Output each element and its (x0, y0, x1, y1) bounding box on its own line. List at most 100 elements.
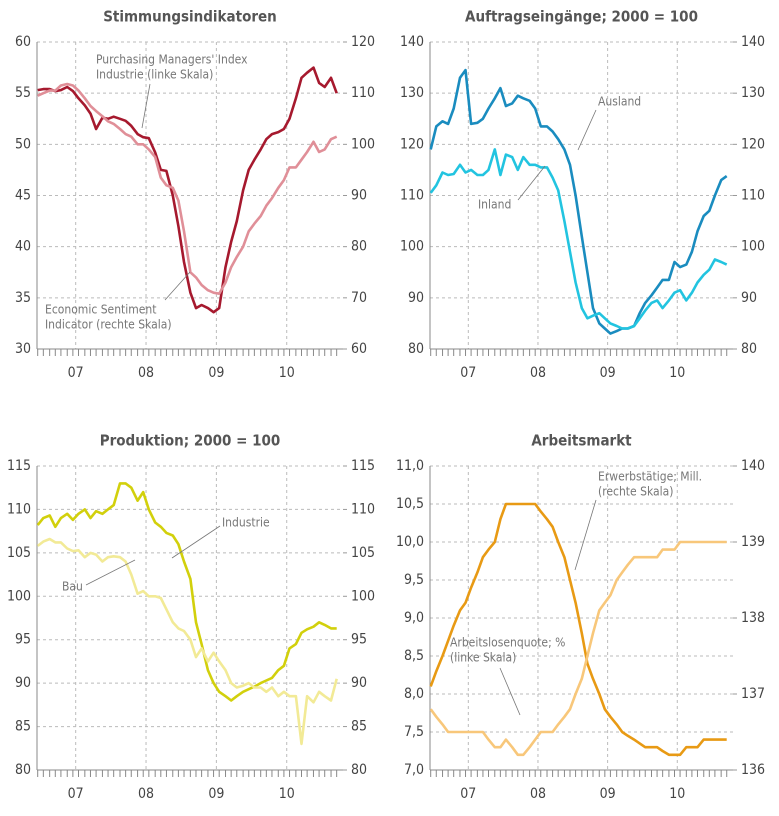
panel: Produktion; 2000 = 100 80 85 90 95 100 105 110 1… (7, 432, 375, 803)
annotation: (rechte Skala) (598, 485, 673, 499)
chart-title: Arbeitsmarkt (531, 432, 632, 450)
y-tick-label: 45 (15, 188, 31, 204)
annotation: Economic Sentiment (45, 303, 157, 317)
y2-tick-label: 80 (351, 762, 367, 778)
y-tick-label: 85 (15, 719, 31, 735)
data-line (429, 540, 727, 757)
annotation: Industrie (222, 516, 270, 530)
annotation-leader (499, 667, 521, 716)
x-tick-label: 07 (68, 365, 84, 381)
chart-title: Stimmungsindikatoren (103, 8, 277, 26)
y2-tick-label: 140 (741, 458, 765, 474)
y2-tick-label: 120 (351, 34, 375, 50)
annotation: Bau (62, 580, 83, 594)
data-line (37, 82, 338, 295)
y2-tick-label: 110 (741, 188, 765, 204)
y2-tick-label: 85 (351, 719, 367, 735)
x-tick-label: 10 (279, 786, 295, 802)
annotation-leader (574, 499, 597, 571)
data-line (37, 66, 338, 314)
y-tick-label: 9,0 (404, 610, 424, 626)
y2-tick-label: 120 (741, 136, 765, 152)
chart-title: Auftragseingänge; 2000 = 100 (465, 8, 698, 26)
y-tick-label: 10,5 (396, 496, 424, 512)
y-tick-label: 40 (15, 239, 31, 255)
y-tick-label: 30 (15, 341, 31, 357)
annotation: (linke Skala) (450, 651, 516, 665)
y2-tick-label: 70 (351, 290, 367, 306)
x-tick-label: 08 (138, 786, 154, 802)
y2-tick-label: 139 (741, 534, 765, 550)
x-tick-label: 09 (600, 786, 616, 802)
y-tick-label: 110 (7, 501, 31, 517)
annotation-leader (577, 109, 597, 151)
x-tick-label: 08 (530, 786, 546, 802)
y2-tick-label: 140 (741, 34, 765, 50)
y2-tick-label: 105 (351, 545, 375, 561)
y-tick-label: 9,5 (404, 572, 424, 588)
annotation-leader (141, 83, 151, 129)
x-tick-label: 07 (460, 365, 476, 381)
annotation: Inland (478, 198, 511, 212)
y2-tick-label: 130 (741, 85, 765, 101)
y2-tick-label: 80 (741, 341, 757, 357)
y2-tick-label: 110 (351, 85, 375, 101)
y2-tick-label: 110 (351, 501, 375, 517)
y-tick-label: 50 (15, 136, 31, 152)
y-tick-label: 95 (15, 632, 31, 648)
y-tick-label: 130 (400, 85, 424, 101)
y-tick-label: 8,5 (404, 648, 424, 664)
x-tick-label: 09 (208, 365, 224, 381)
y-tick-label: 7,5 (404, 724, 424, 740)
panel: Auftragseingänge; 2000 = 100 80 90 100 110 12… (400, 8, 765, 382)
y2-tick-label: 137 (741, 686, 765, 702)
data-line (36, 482, 337, 702)
annotation-leader (85, 559, 136, 586)
y2-tick-label: 60 (351, 341, 367, 357)
x-tick-label: 10 (279, 365, 295, 381)
y-tick-label: 10,0 (396, 534, 424, 550)
y2-tick-label: 95 (351, 632, 367, 648)
y2-tick-label: 138 (741, 610, 765, 626)
y2-tick-label: 100 (741, 239, 765, 255)
data-line (429, 502, 727, 757)
y-tick-label: 100 (7, 588, 31, 604)
annotation: Indicator (rechte Skala) (45, 318, 172, 332)
x-tick-label: 07 (68, 786, 84, 802)
annotation: Purchasing Managers' Index (96, 53, 248, 67)
y-tick-label: 90 (408, 290, 424, 306)
data-line (429, 68, 728, 335)
y-tick-label: 80 (408, 341, 424, 357)
y2-tick-label: 100 (351, 136, 375, 152)
chart-title: Produktion; 2000 = 100 (100, 432, 281, 450)
y-tick-label: 80 (15, 762, 31, 778)
annotation: Ausland (598, 95, 641, 109)
x-tick-label: 07 (460, 786, 476, 802)
x-tick-label: 10 (669, 365, 685, 381)
x-tick-label: 08 (138, 365, 154, 381)
annotation-leader (164, 271, 191, 301)
y-tick-label: 140 (400, 34, 424, 50)
y2-tick-label: 90 (351, 188, 367, 204)
y2-tick-label: 100 (351, 588, 375, 604)
annotation: Erwerbstätige; Mill. (598, 470, 702, 484)
x-tick-label: 09 (600, 365, 616, 381)
y-tick-label: 110 (400, 188, 424, 204)
panel: Stimmungsindikatoren 30 35 40 45 50 55 60 60 70 80… (15, 8, 375, 382)
x-tick-label: 10 (669, 786, 685, 802)
annotation: Arbeitslosenquote; % (450, 636, 565, 650)
y-tick-label: 90 (15, 675, 31, 691)
data-line (36, 537, 338, 746)
x-tick-label: 09 (208, 786, 224, 802)
y-tick-label: 7,0 (404, 762, 424, 778)
y2-tick-label: 115 (351, 458, 375, 474)
y-tick-label: 35 (15, 290, 31, 306)
annotation-leader (517, 165, 546, 201)
x-tick-label: 08 (530, 365, 546, 381)
y-tick-label: 120 (400, 136, 424, 152)
data-line (429, 148, 728, 330)
y-tick-label: 60 (15, 34, 31, 50)
y2-tick-label: 136 (741, 762, 765, 778)
panel: Arbeitsmarkt 7,0 7,5 8,0 8,5 9,0 9,5 10,0 10,5 11… (396, 432, 765, 803)
y-tick-label: 115 (7, 458, 31, 474)
